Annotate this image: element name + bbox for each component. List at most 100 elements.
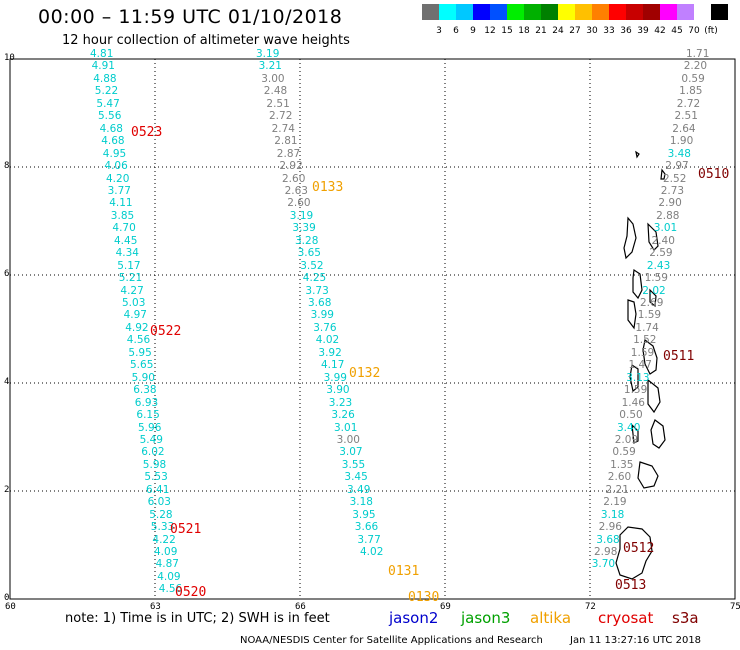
wave-height-value: 3.01 <box>334 421 358 434</box>
wave-height-value: 3.45 <box>344 471 368 484</box>
wave-height-value: 3.66 <box>354 521 379 534</box>
scale-label: 12 <box>484 26 496 36</box>
wave-height-value: 3.73 <box>305 284 329 297</box>
scale-label: (ft) <box>704 26 718 36</box>
wave-height-value: 6.02 <box>141 446 165 459</box>
wave-height-value: 4.81 <box>90 48 114 60</box>
scale-label: 45 <box>671 26 683 36</box>
footer-note: note: 1) Time is in UTC; 2) SWH is in fe… <box>65 611 330 626</box>
wave-height-value: 2.59 <box>649 247 673 260</box>
scale-swatch <box>660 4 677 20</box>
wave-height-value: 2.73 <box>660 184 685 197</box>
wave-height-value: 2.19 <box>603 496 627 509</box>
wave-height-value: 3.40 <box>617 421 641 434</box>
wave-height-value: 1.59 <box>630 346 655 359</box>
wave-height-value: 4.45 <box>114 234 138 247</box>
pass-id-label: 0522 <box>150 324 182 339</box>
wave-height-value: 2.87 <box>276 147 301 160</box>
wave-height-value: 2.43 <box>646 259 671 272</box>
wave-height-value: 3.18 <box>600 508 625 521</box>
maldives-coastline <box>615 150 666 580</box>
x-tick-label: 69 <box>440 602 451 612</box>
wave-height-value: 0.59 <box>612 446 636 459</box>
legend-item-s3a: s3a <box>672 609 699 627</box>
wave-height-value: 4.95 <box>102 147 127 160</box>
wave-height-value: 2.69 <box>640 297 664 309</box>
wave-height-value: 4.17 <box>321 359 345 372</box>
wave-height-value: 2.97 <box>665 160 689 173</box>
x-tick-label: 60 <box>5 602 16 612</box>
wave-height-value: 2.72 <box>676 97 701 110</box>
wave-height-value: 3.70 <box>591 558 616 571</box>
scale-swatch <box>541 4 558 20</box>
scale-label: 70 <box>688 26 700 36</box>
map-frame <box>9 58 736 600</box>
x-tick-label: 63 <box>150 602 161 612</box>
wave-height-value: 5.47 <box>96 97 120 110</box>
wave-height-value: 3.48 <box>667 147 691 160</box>
wave-height-value: 6.38 <box>133 384 157 397</box>
map-title: 00:00 – 11:59 UTC 01/10/2018 <box>38 6 343 28</box>
wave-height-value: 4.27 <box>120 284 144 297</box>
wave-height-value: 6.03 <box>147 496 171 509</box>
wave-height-value: 3.76 <box>313 321 337 334</box>
wave-height-value: 3.55 <box>341 458 366 471</box>
scale-swatch <box>643 4 660 20</box>
wave-height-value: 3.21 <box>258 60 282 73</box>
wave-height-value: 5.95 <box>128 346 152 359</box>
wave-height-value: 5.56 <box>98 110 122 123</box>
wave-height-value: 3.99 <box>310 309 334 322</box>
wave-height-value: 4.06 <box>104 160 128 173</box>
pass-id-label: 0132 <box>349 366 381 381</box>
wave-height-value: 4.70 <box>112 222 136 235</box>
scale-swatch <box>626 4 643 20</box>
y-tick-label: 10 <box>4 53 15 63</box>
wave-height-value: 4.97 <box>123 309 147 322</box>
x-tick-label: 72 <box>585 602 596 612</box>
wave-height-value: 5.03 <box>122 297 146 309</box>
scale-swatch <box>507 4 524 20</box>
scale-label: 39 <box>637 26 649 36</box>
wave-height-value: 2.81 <box>274 135 298 148</box>
wave-height-value: 3.07 <box>339 446 363 459</box>
scale-swatch <box>490 4 507 20</box>
scale-swatch <box>473 4 490 20</box>
scale-label: 42 <box>654 26 666 36</box>
scale-swatch <box>524 4 541 20</box>
scale-swatch <box>575 4 592 20</box>
scale-label: 36 <box>620 26 632 36</box>
wave-height-value: 3.52 <box>300 259 324 272</box>
wave-height-value: 3.18 <box>349 496 373 509</box>
y-tick-label: 8 <box>4 161 10 171</box>
wave-height-value: 1.35 <box>610 458 634 471</box>
scale-label: 27 <box>569 26 581 36</box>
wave-height-value: 3.90 <box>326 384 350 397</box>
wave-height-value: 3.19 <box>256 48 280 60</box>
wave-height-value: 1.59 <box>644 272 668 285</box>
pass-id-label: 0130 <box>408 590 440 605</box>
wave-height-value: 1.47 <box>628 359 652 372</box>
wave-height-value: 4.09 <box>157 570 181 583</box>
wave-height-value: 3.19 <box>289 209 314 222</box>
wave-height-value: 4.34 <box>115 247 139 260</box>
wave-height-value: 3.00 <box>261 72 285 85</box>
scale-swatch <box>439 4 456 20</box>
x-tick-label: 66 <box>295 602 306 612</box>
wave-height-value: 5.28 <box>149 508 173 521</box>
wave-height-value: 2.63 <box>284 184 308 197</box>
pass-id-label: 0520 <box>175 585 207 600</box>
y-tick-label: 4 <box>4 377 10 387</box>
wave-height-value: 4.92 <box>125 321 149 334</box>
wave-height-value: 2.88 <box>656 209 680 222</box>
wave-height-value: 4.09 <box>154 546 178 558</box>
wave-height-value: 1.90 <box>669 135 694 148</box>
wave-height-value: 2.72 <box>269 110 293 123</box>
wave-height-value: 2.52 <box>663 172 687 185</box>
y-tick-label: 0 <box>4 593 10 603</box>
legend-item-altika: altika <box>530 609 572 627</box>
footer-credit: NOAA/NESDIS Center for Satellite Applica… <box>240 635 543 646</box>
scale-swatch <box>609 4 626 20</box>
wave-height-value: 1.71 <box>686 48 710 60</box>
wave-height-value: 4.20 <box>106 172 130 185</box>
wave-height-value: 2.64 <box>672 122 696 135</box>
